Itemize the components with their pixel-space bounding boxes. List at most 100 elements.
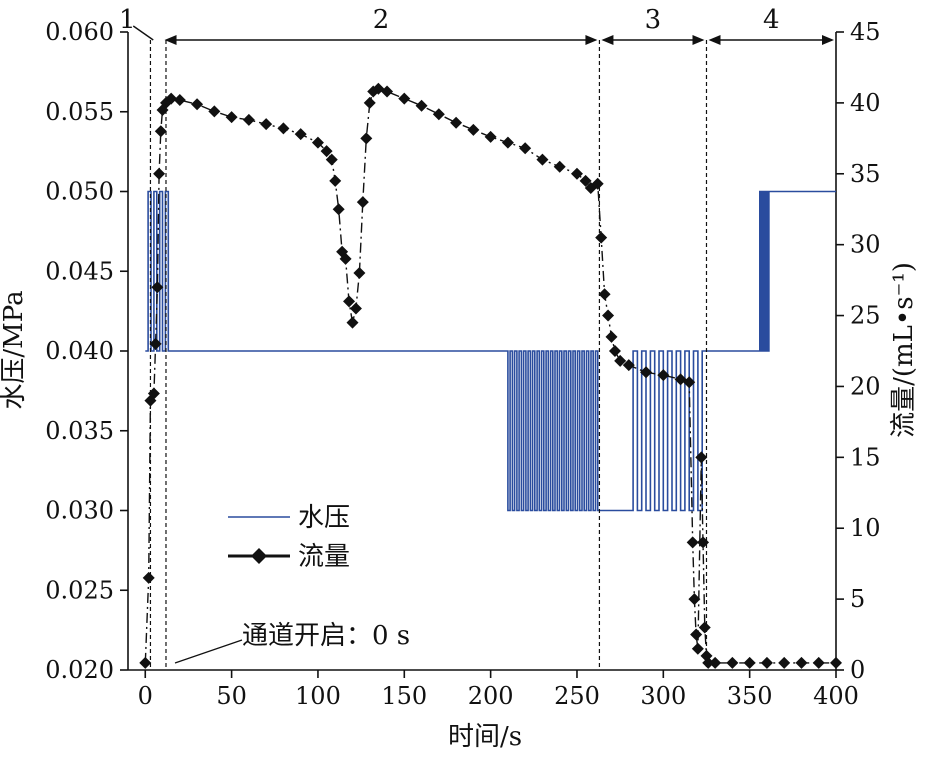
flow-data-point [697, 536, 710, 549]
flow-data-point [702, 656, 715, 669]
flow-data-point [695, 451, 708, 464]
flow-data-point [691, 642, 704, 655]
y-left-tick-label: 0.020 [45, 656, 114, 684]
stage-1-leader [132, 25, 154, 41]
flow-data-point [332, 203, 345, 216]
legend-pressure-label: 水压 [298, 503, 350, 533]
y-left-tick-label: 0.060 [45, 18, 114, 46]
stage-label: 4 [763, 5, 780, 35]
flow-data-point [242, 113, 255, 126]
legend: 水压 流量 [228, 503, 350, 572]
stage-arrow-head-right [692, 35, 705, 45]
y-right-tick-label: 25 [850, 302, 881, 330]
flow-data-point [579, 174, 592, 187]
flow-data-point [602, 309, 615, 322]
flow-data-point [812, 656, 825, 669]
stage-arrow-head-left [601, 35, 614, 45]
y-right-tick-label: 20 [850, 372, 881, 400]
flow-data-point [608, 345, 621, 357]
flow-data-point [640, 366, 653, 379]
flow-data-point [686, 536, 699, 549]
flow-data-point [657, 369, 670, 382]
flow-data-point [595, 231, 608, 244]
flow-data-point [325, 153, 338, 166]
flow-data-point [165, 92, 178, 105]
flow-data-point [360, 132, 373, 145]
channel-open-annotation: 通道开启：0 s [174, 621, 410, 664]
y-right-tick-label: 5 [850, 585, 865, 613]
flow-data-point [415, 99, 428, 112]
flow-data-point [353, 267, 366, 280]
flow-data-point [346, 316, 359, 329]
flow-data-point [570, 167, 583, 180]
x-tick-label: 300 [640, 682, 686, 710]
flow-data-point [605, 330, 618, 343]
flow-data-point [519, 142, 532, 155]
annotation-text: 通道开启：0 s [242, 621, 410, 651]
flow-data-point [311, 136, 324, 149]
legend-flow-label: 流量 [298, 542, 350, 572]
flow-data-point [277, 122, 290, 135]
y-left-tick-label: 0.050 [45, 178, 114, 206]
flow-data-point [778, 656, 791, 669]
flow-data-point [381, 85, 394, 98]
flow-data-point [363, 96, 376, 109]
series-flow [139, 82, 842, 669]
stage-label: 2 [373, 5, 390, 35]
flow-data-point [356, 196, 369, 209]
flow-data-point [622, 359, 635, 372]
stage-arrow-head-right [585, 35, 598, 45]
series-pressure [145, 190, 836, 512]
flow-data-point [760, 656, 773, 669]
flow-data-point [343, 295, 356, 308]
flow-data-point [339, 252, 352, 265]
flow-data-point [154, 125, 167, 138]
annotation-leader-line [174, 639, 243, 664]
stage-label: 1 [119, 5, 136, 35]
flow-data-point [153, 167, 166, 180]
pressure-series-line [145, 190, 836, 512]
y-axis-right-title: 流量/(mL•s⁻¹) [889, 262, 919, 438]
flow-data-point [591, 177, 604, 190]
flow-data-point [501, 136, 514, 149]
y-right-tick-label: 40 [850, 89, 881, 117]
flow-data-point [151, 281, 164, 294]
flow-data-point [726, 656, 739, 669]
flow-data-point [142, 571, 155, 584]
x-tick-label: 50 [216, 682, 247, 710]
flow-data-point [450, 116, 463, 129]
flow-data-point [149, 337, 162, 350]
flow-data-point [208, 105, 221, 118]
x-axis-title: 时间/s [448, 722, 522, 752]
x-tick-label: 0 [138, 682, 153, 710]
flow-data-point [698, 621, 711, 634]
flow-data-point [260, 118, 273, 131]
flow-data-point [830, 656, 842, 669]
stage-arrow-head-left [708, 35, 721, 45]
flow-data-point [709, 656, 722, 669]
flow-data-point [467, 123, 480, 136]
y-right-tick-label: 15 [850, 443, 881, 471]
flow-data-point [398, 92, 411, 105]
flow-data-point [432, 108, 445, 121]
x-tick-label: 150 [381, 682, 427, 710]
y-left-tick-label: 0.030 [45, 497, 114, 525]
x-tick-label: 250 [554, 682, 600, 710]
stage-label: 3 [645, 5, 662, 35]
flow-data-point [795, 656, 808, 669]
flow-data-point [598, 288, 611, 301]
y-right-tick-label: 35 [850, 160, 881, 188]
flow-data-point [553, 160, 566, 173]
y-left-tick-label: 0.045 [45, 257, 114, 285]
y-axis-left-title: 水压/MPa [0, 290, 29, 409]
flow-data-point [320, 145, 333, 158]
y-right-tick-label: 0 [850, 656, 865, 684]
x-tick-label: 200 [468, 682, 514, 710]
axes-group: 0 50 100 150 200 250 300 350 4000.0200.0250.0300… [45, 18, 880, 710]
y-right-tick-label: 10 [850, 514, 881, 542]
flow-series-line [144, 87, 836, 664]
legend-flow-marker [251, 548, 267, 564]
x-tick-label: 100 [295, 682, 341, 710]
y-left-tick-label: 0.040 [45, 337, 114, 365]
